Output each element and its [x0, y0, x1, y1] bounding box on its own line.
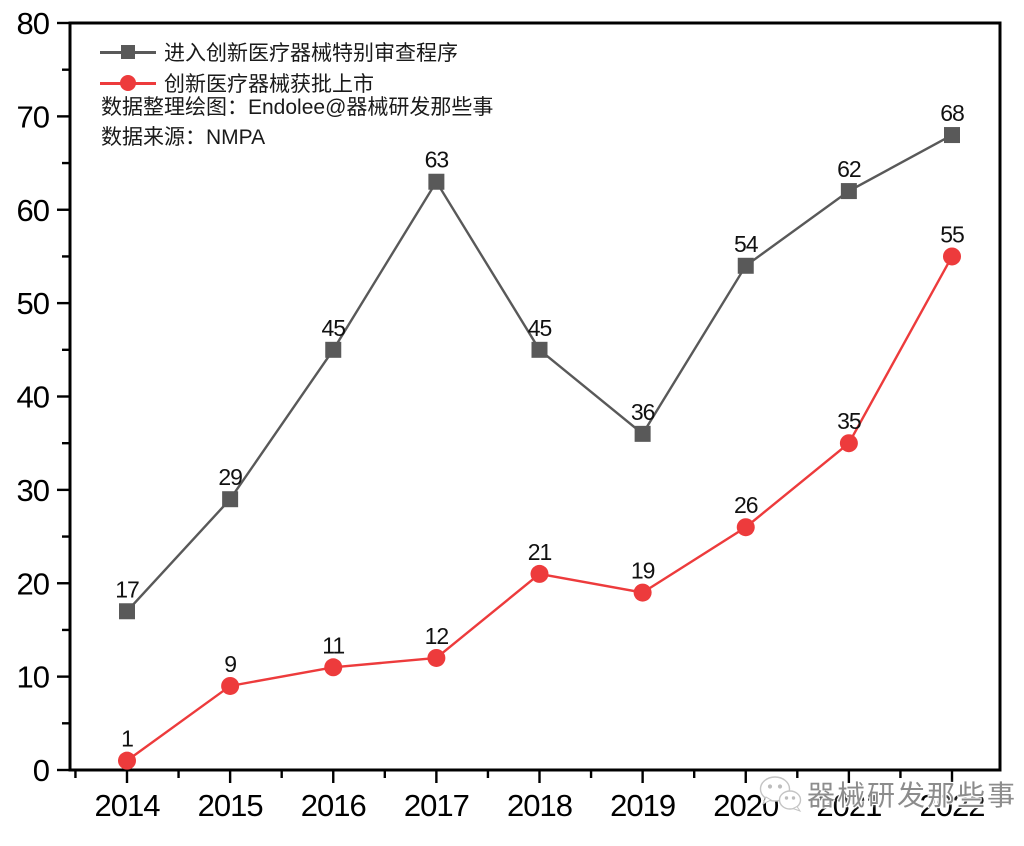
svg-text:2014: 2014 [95, 788, 161, 823]
legend-item-approved: 创新医疗器械获批上市 [100, 67, 458, 98]
legend-label-review: 进入创新医疗器械特别审查程序 [164, 41, 458, 65]
svg-text:36: 36 [631, 399, 655, 425]
svg-text:2022: 2022 [920, 788, 985, 823]
svg-text:21: 21 [528, 539, 552, 565]
legend-key-circle [100, 74, 156, 92]
svg-text:35: 35 [837, 408, 861, 434]
svg-text:2015: 2015 [198, 788, 263, 823]
svg-text:45: 45 [321, 315, 345, 341]
svg-text:11: 11 [322, 632, 344, 658]
svg-text:26: 26 [734, 492, 758, 518]
svg-text:70: 70 [17, 99, 50, 134]
legend-key-square [100, 43, 156, 61]
svg-text:30: 30 [17, 473, 50, 508]
legend-label-approved: 创新医疗器械获批上市 [164, 72, 374, 96]
svg-text:20: 20 [17, 566, 50, 601]
svg-text:60: 60 [17, 193, 50, 228]
chart-notes: 数据整理绘图：Endolee@器械研发那些事 数据来源：NMPA [101, 93, 493, 153]
source-note: 数据来源：NMPA [101, 126, 266, 149]
svg-text:2020: 2020 [713, 788, 779, 823]
svg-text:2017: 2017 [404, 788, 469, 823]
svg-text:10: 10 [17, 660, 50, 695]
credit-note: 数据整理绘图：Endolee@器械研发那些事 [101, 96, 494, 119]
svg-text:1: 1 [121, 726, 133, 752]
svg-text:2018: 2018 [507, 788, 572, 823]
svg-text:80: 80 [17, 6, 50, 41]
svg-text:62: 62 [837, 156, 861, 182]
svg-text:55: 55 [940, 221, 964, 247]
chart-legend: 进入创新医疗器械特别审查程序 创新医疗器械获批上市 [100, 36, 458, 98]
svg-text:63: 63 [425, 147, 449, 173]
svg-text:12: 12 [425, 623, 449, 649]
svg-text:17: 17 [115, 576, 139, 602]
svg-text:45: 45 [528, 315, 552, 341]
svg-text:50: 50 [17, 286, 50, 321]
svg-text:68: 68 [940, 100, 964, 126]
svg-text:9: 9 [224, 651, 236, 677]
svg-text:0: 0 [33, 753, 50, 788]
svg-text:54: 54 [734, 231, 759, 257]
svg-text:40: 40 [17, 380, 50, 415]
legend-item-review: 进入创新医疗器械特别审查程序 [100, 36, 458, 67]
svg-text:2016: 2016 [301, 788, 366, 823]
svg-text:2019: 2019 [610, 788, 675, 823]
svg-text:2021: 2021 [816, 788, 881, 823]
svg-text:19: 19 [631, 558, 655, 584]
svg-text:29: 29 [218, 464, 242, 490]
